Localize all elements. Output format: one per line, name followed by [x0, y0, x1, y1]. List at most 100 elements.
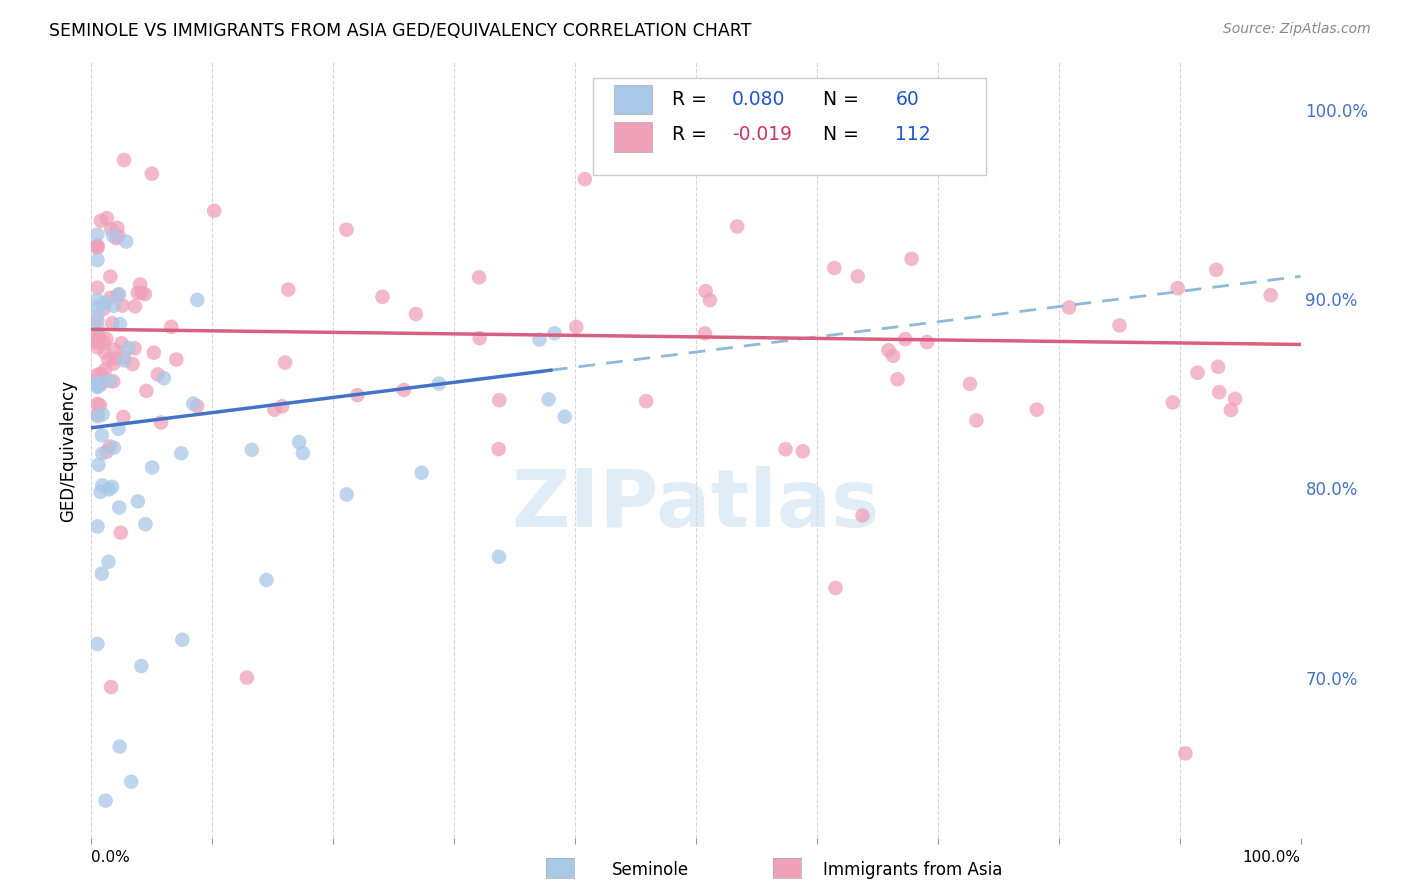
Text: SEMINOLE VS IMMIGRANTS FROM ASIA GED/EQUIVALENCY CORRELATION CHART: SEMINOLE VS IMMIGRANTS FROM ASIA GED/EQU…	[49, 22, 752, 40]
Point	[86, 407, 108, 421]
Point	[89, 330, 111, 344]
Point	[86, 253, 108, 268]
Point	[468, 270, 491, 285]
Point	[124, 299, 146, 313]
Point	[97, 483, 120, 497]
Point	[86, 397, 108, 411]
Point	[86, 637, 108, 651]
Point	[93, 345, 115, 359]
Point	[108, 739, 131, 754]
Text: R =: R =	[672, 90, 713, 109]
Point	[94, 794, 117, 808]
Point	[117, 341, 139, 355]
Point	[105, 351, 128, 366]
Point	[86, 377, 108, 392]
Point	[131, 659, 153, 673]
Point	[108, 287, 131, 301]
Point	[86, 340, 108, 354]
Point	[89, 398, 111, 412]
FancyBboxPatch shape	[614, 122, 652, 152]
Point	[392, 383, 415, 397]
Point	[186, 399, 208, 413]
Text: 112: 112	[896, 125, 931, 145]
Point	[240, 442, 263, 457]
Point	[792, 444, 814, 458]
Point	[1219, 403, 1241, 417]
Point	[90, 566, 112, 581]
FancyBboxPatch shape	[593, 78, 986, 175]
Point	[86, 409, 108, 424]
Point	[105, 231, 128, 245]
Point	[108, 317, 131, 331]
Point	[112, 153, 135, 167]
Point	[86, 313, 108, 327]
Point	[107, 229, 129, 244]
Point	[146, 368, 169, 382]
Point	[86, 380, 108, 394]
Point	[103, 375, 125, 389]
Point	[90, 367, 112, 381]
Text: 60: 60	[896, 90, 920, 109]
Point	[256, 573, 278, 587]
Text: R =: R =	[672, 125, 713, 145]
Point	[86, 307, 108, 321]
Point	[1208, 385, 1230, 400]
Point	[111, 299, 134, 313]
Point	[86, 227, 108, 242]
Point	[93, 301, 115, 316]
Point	[165, 352, 187, 367]
Point	[86, 239, 108, 253]
Point	[124, 341, 146, 355]
Point	[101, 480, 124, 494]
Point	[600, 103, 623, 117]
Point	[97, 352, 120, 367]
Point	[98, 440, 121, 454]
Text: 100.0%: 100.0%	[1243, 850, 1301, 865]
Point	[115, 235, 138, 249]
Point	[894, 332, 917, 346]
Point	[103, 228, 125, 243]
Text: 0.0%: 0.0%	[91, 850, 131, 865]
Point	[488, 549, 510, 564]
Point	[96, 211, 118, 226]
Point	[121, 357, 143, 371]
Point	[1174, 747, 1197, 761]
Point	[101, 316, 124, 330]
Text: ZIPatlas: ZIPatlas	[512, 466, 880, 544]
Point	[725, 219, 748, 234]
Point	[86, 368, 108, 382]
Point	[886, 372, 908, 386]
Point	[900, 252, 922, 266]
Point	[103, 357, 125, 371]
Point	[346, 388, 368, 402]
Point	[94, 363, 117, 377]
Point	[110, 336, 132, 351]
Point	[291, 446, 314, 460]
Point	[915, 335, 938, 350]
Point	[488, 393, 510, 408]
Point	[100, 291, 122, 305]
Point	[1057, 301, 1080, 315]
Point	[86, 335, 108, 350]
Point	[100, 222, 122, 236]
Point	[100, 680, 122, 694]
Text: -0.019: -0.019	[733, 125, 792, 145]
Point	[86, 318, 108, 333]
Text: Immigrants from Asia: Immigrants from Asia	[823, 861, 1002, 879]
Point	[202, 203, 225, 218]
Point	[537, 392, 560, 407]
Point	[107, 221, 129, 235]
Point	[112, 409, 135, 424]
Point	[636, 394, 658, 409]
Point	[86, 300, 108, 314]
Point	[141, 167, 163, 181]
Point	[87, 376, 110, 390]
Point	[100, 269, 122, 284]
Point	[153, 371, 176, 385]
Point	[86, 376, 108, 390]
Text: 0.080: 0.080	[733, 90, 786, 109]
Point	[1108, 318, 1130, 333]
Point	[693, 326, 716, 341]
Point	[87, 335, 110, 350]
Point	[336, 487, 359, 501]
